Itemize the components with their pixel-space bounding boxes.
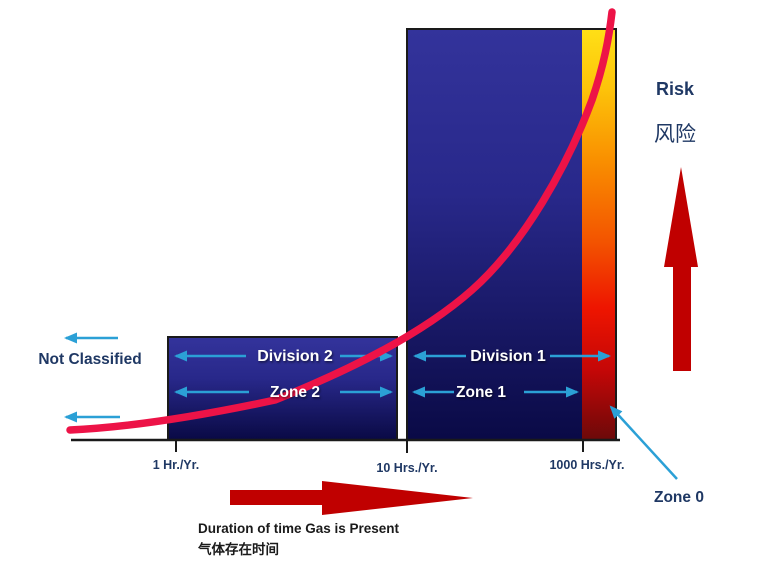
x-tick-label-1000hr: 1000 Hrs./Yr. [549,458,625,472]
x-tick-label-1hr: 1 Hr./Yr. [152,458,200,472]
zone0-gradient-strip [582,30,615,439]
division2-label: Division 2 [257,348,333,365]
zone1-label: Zone 1 [456,384,506,401]
division1-label: Division 1 [470,348,546,365]
risk-title-chinese: 风险 [654,123,696,146]
x-axis-title-chinese: 气体存在时间 [198,542,279,557]
zone0-label: Zone 0 [654,489,704,506]
x-axis-title: Duration of time Gas is Present [198,521,400,536]
zone2-label: Zone 2 [270,384,320,401]
not-classified-label: Not Classified [38,351,142,368]
risk-title: Risk [655,79,695,99]
x-tick-label-10hr: 10 Hrs./Yr. [376,461,438,475]
duration-arrow-icon [230,481,473,515]
risk-arrow-icon [664,167,698,371]
